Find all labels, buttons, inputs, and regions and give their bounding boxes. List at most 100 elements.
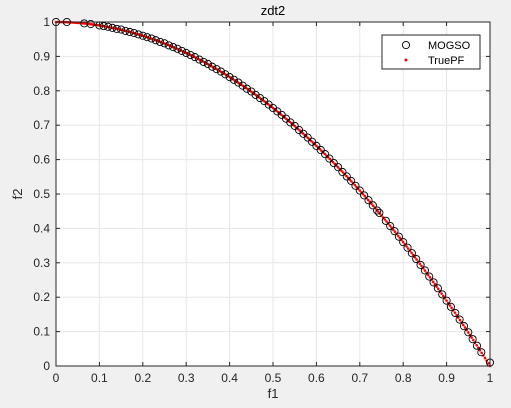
legend-mogso-marker: [401, 40, 411, 50]
truepf-point: [418, 262, 422, 266]
mogso-point: [221, 70, 230, 79]
truepf-point: [310, 139, 313, 143]
y-tick-label: 0.7: [33, 118, 50, 132]
truepf-point: [470, 336, 473, 339]
truepf-point: [472, 338, 475, 342]
y-tick-label: 0.8: [33, 84, 50, 98]
mogso-point: [303, 133, 312, 142]
mogso-point: [390, 227, 399, 236]
mogso-point: [186, 50, 195, 60]
truepf-point: [478, 349, 482, 352]
mogso-point: [169, 43, 178, 52]
mogso-point: [368, 201, 377, 210]
y-ticks: 0 0.1 0.2 0.3 0.4 0.5 0.6 0.7 0.8 0.9 1: [33, 15, 490, 373]
truepf-point: [456, 316, 460, 319]
y-tick-label: 0.6: [33, 153, 50, 167]
truepf-point: [423, 269, 427, 272]
mogso-point: [80, 19, 89, 28]
truepf-point: [450, 306, 453, 310]
x-tick-label: 0.5: [265, 371, 282, 385]
mogso-point: [429, 278, 438, 287]
mogso-point: [242, 84, 252, 93]
mogso-point: [147, 34, 156, 43]
mogso-point: [208, 62, 217, 71]
y-tick-label: 0.5: [33, 187, 50, 201]
mogso-point: [347, 176, 356, 185]
mogso-point: [477, 348, 486, 357]
truepf-point: [328, 157, 332, 161]
truepf-point: [315, 144, 318, 148]
mogso-point: [420, 266, 429, 275]
truepf-point: [320, 149, 323, 152]
mogso-point: [177, 46, 186, 55]
mogso-point: [472, 341, 482, 350]
mogso-point: [355, 186, 364, 195]
y-tick-label: 0.9: [33, 49, 50, 63]
mogso-point: [229, 75, 238, 84]
mogso-point: [238, 81, 247, 90]
x-tick-label: 0.8: [395, 371, 412, 385]
truepf-point: [306, 136, 310, 140]
grid-lines: [56, 22, 490, 366]
truepf-point: [401, 240, 405, 244]
mogso-point: [412, 254, 421, 264]
mogso-point: [325, 154, 334, 163]
truepf-point: [426, 273, 430, 277]
legend-truepf-marker: [404, 58, 408, 62]
mogso-point: [381, 216, 390, 225]
truepf-point: [453, 311, 457, 314]
mogso-point: [151, 36, 160, 45]
mogso-point: [373, 206, 382, 215]
mogso-point: [99, 22, 108, 31]
truepf-point: [435, 285, 438, 288]
mogso-point: [334, 163, 343, 172]
mogso-point: [195, 55, 204, 64]
mogso-point: [425, 272, 434, 281]
truepf-point: [293, 124, 297, 128]
truepf-point: [396, 234, 400, 238]
mogso-point: [394, 232, 403, 241]
truepf-point: [361, 192, 365, 196]
x-tick-label: 1: [487, 371, 494, 385]
mogso-point: [468, 335, 477, 344]
truepf-point: [487, 362, 490, 365]
y-tick-label: 0.2: [33, 290, 50, 304]
mogso-point: [403, 243, 412, 252]
mogso-point: [459, 322, 469, 331]
truepf-point: [323, 152, 327, 156]
truepf-point: [383, 218, 387, 221]
truepf-point: [336, 166, 340, 169]
mogso-point: [117, 25, 126, 34]
truepf-point: [366, 198, 370, 202]
mogso-point: [251, 90, 260, 99]
x-tick-label: 0.6: [308, 371, 325, 385]
mogso-point: [316, 145, 325, 155]
truepf-point: [441, 294, 445, 298]
truepf-point: [358, 189, 362, 192]
x-tick-label: 0: [53, 371, 60, 385]
mogso-point: [108, 23, 117, 32]
mogso-point: [386, 221, 395, 231]
mogso-point: [312, 141, 321, 150]
x-tick-label: 0.1: [91, 371, 108, 385]
mogso-point: [416, 260, 425, 269]
y-tick-label: 0.1: [33, 325, 50, 339]
y-tick-label: 0.4: [33, 221, 50, 235]
truepf-point: [461, 323, 465, 327]
mogso-point: [130, 28, 139, 38]
mogso-point: [446, 302, 455, 311]
mogso-point: [364, 196, 373, 205]
x-ticks: 0 0.1 0.2 0.3 0.4 0.5 0.6 0.7 0.8 0.9 1: [53, 22, 494, 385]
mogso-point: [308, 137, 317, 146]
truepf-point: [363, 194, 367, 198]
mogso-point: [86, 20, 95, 29]
truepf-point: [410, 251, 413, 255]
truepf-point: [411, 253, 415, 257]
mogso-point: [121, 26, 130, 35]
y-tick-label: 0.3: [33, 256, 50, 270]
truepf-point: [376, 210, 380, 213]
legend-mogso-label: MOGSO: [428, 40, 471, 52]
truepf-point: [350, 180, 353, 183]
truepf-point: [463, 326, 467, 329]
truepf-point: [436, 287, 440, 291]
